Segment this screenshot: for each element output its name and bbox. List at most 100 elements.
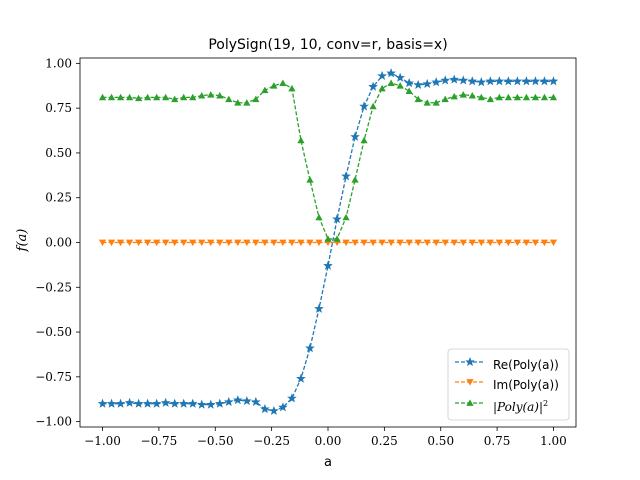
x-tick-label: −0.25 [253,434,290,448]
data-point [396,82,404,89]
data-point [251,396,261,407]
data-point [414,95,422,103]
data-point [360,136,368,144]
data-point [342,213,350,221]
data-point [279,79,287,86]
y-tick-label: −0.25 [35,280,72,294]
data-point [324,235,332,242]
data-point [243,239,251,247]
data-point [196,399,207,409]
data-point [225,95,233,103]
y-tick-label: 0.25 [45,191,72,205]
data-point [386,68,396,78]
data-point [169,398,180,408]
data-point [333,235,341,242]
data-point [440,75,451,85]
y-tick-label: 0.75 [45,101,72,115]
data-point [414,239,422,247]
data-point [531,239,540,247]
data-point [306,239,314,247]
data-point [133,398,144,408]
data-point [360,239,368,247]
x-axis-title: a [324,455,332,470]
data-point [485,76,496,86]
data-point [160,397,171,407]
data-point [126,93,134,101]
data-point [495,239,503,247]
data-point [189,93,197,101]
data-point [368,81,378,91]
data-point [432,99,440,106]
data-point [396,239,404,247]
x-tick-label: 0.50 [427,434,454,448]
data-point [252,95,260,103]
data-point [503,76,514,86]
data-point [234,99,242,106]
x-tick-label: −0.50 [197,434,234,448]
data-point [342,239,350,247]
data-point [216,92,224,99]
data-point [287,393,297,403]
data-point [107,239,116,247]
data-point [252,239,260,247]
data-point [107,93,116,101]
plot-frame [79,57,577,428]
data-point [476,77,487,87]
data-point [116,93,125,101]
x-axis: −1.00 −0.75 −0.50 −0.25 0.00 0.25 0.50 0.75 1.00 [84,427,567,448]
data-point [450,92,458,100]
data-point [351,176,359,183]
data-point [468,92,476,99]
data-point [315,239,323,247]
data-point [341,171,351,181]
legend-label-abs: |Poly(a)|2 [493,399,548,414]
data-point [97,398,108,408]
data-point [288,239,296,247]
data-point [243,99,251,106]
data-point [513,239,521,247]
data-point [187,398,198,408]
data-point [467,76,478,86]
data-point [387,79,395,86]
y-axis: −1.00 −0.75 −0.50 −0.25 0.00 0.25 0.50 0.75 1.00 [35,56,80,429]
data-point [432,239,440,247]
data-point [189,239,197,247]
data-point [98,239,107,247]
data-point [315,213,323,221]
plot-area [97,68,559,415]
data-point [115,398,126,408]
data-point [162,93,170,101]
data-point [207,239,215,247]
data-point [522,93,530,101]
data-point [441,239,449,247]
data-point [387,239,395,247]
data-point [270,82,278,89]
data-point [205,399,216,409]
data-point [151,398,162,408]
data-point [207,91,215,98]
data-point [504,93,512,101]
data-point [369,239,377,247]
data-point [423,239,431,247]
data-point [153,239,161,247]
data-point [449,74,460,84]
data-point [153,93,161,101]
data-point [126,239,134,247]
legend-box [447,348,570,421]
data-point [441,95,449,103]
series-line [102,82,554,240]
data-point [413,79,423,89]
data-point [377,70,387,81]
y-axis-title: f(a) [15,229,30,253]
legend-marker [465,356,475,367]
data-point [477,93,485,101]
legend-label-abs-exp: 2 [543,399,548,408]
data-point [350,131,360,141]
data-point [260,404,270,414]
data-point [234,239,242,247]
data-point [494,76,505,86]
series-1 [97,68,559,415]
data-point [459,239,467,247]
data-point [549,93,558,101]
data-point [423,99,431,106]
